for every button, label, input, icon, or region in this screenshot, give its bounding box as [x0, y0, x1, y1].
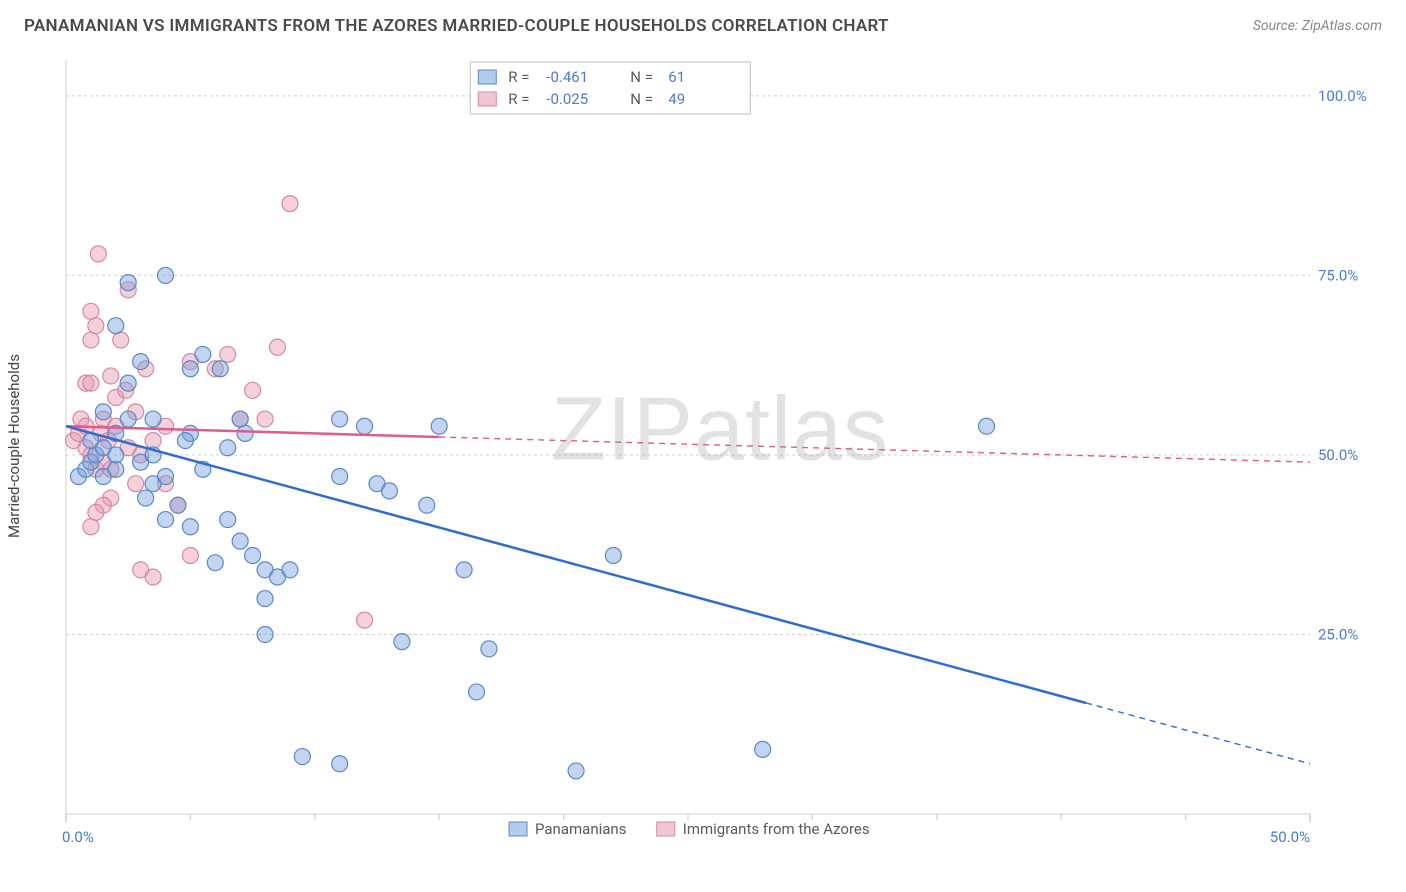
series-b-point: [128, 476, 144, 492]
series-a-point: [120, 275, 136, 291]
chart-title: PANAMANIAN VS IMMIGRANTS FROM THE AZORES…: [24, 16, 889, 36]
series-a-point: [95, 404, 111, 420]
legend-n-label: N =: [630, 90, 653, 108]
series-a-point: [237, 425, 253, 441]
legend-r-label: R =: [508, 68, 529, 86]
legend-bottom-swatch: [509, 822, 527, 836]
legend-r-value: -0.461: [546, 68, 588, 86]
series-b-point: [357, 612, 373, 628]
legend-bottom-swatch: [657, 822, 675, 836]
series-a-point: [120, 411, 136, 427]
series-b-point: [220, 346, 236, 362]
series-a-point: [195, 346, 211, 362]
series-a-point: [133, 354, 149, 370]
series-a-point: [220, 512, 236, 528]
series-a-point: [108, 461, 124, 477]
chart-svg: 25.0% 50.0% 75.0% 100.0% 0.0% 50.0% R = -0.461…: [60, 56, 1380, 856]
series-a-point: [158, 512, 174, 528]
x-tick-label: 0.0%: [62, 828, 94, 846]
series-a-point: [138, 490, 154, 506]
series-b-point: [145, 433, 161, 449]
series-b-point: [88, 504, 104, 520]
y-tick-label: 75.0%: [1318, 266, 1358, 284]
series-b-point: [145, 569, 161, 585]
series-a-point: [294, 749, 310, 765]
series-b-point: [282, 196, 298, 212]
series-a-point: [332, 411, 348, 427]
series-a-point: [568, 763, 584, 779]
series-b-point: [83, 375, 99, 391]
series-b-trend-dashed: [439, 437, 1310, 462]
series-a-point: [207, 555, 223, 571]
series-a-point: [257, 591, 273, 607]
title-row: PANAMANIAN VS IMMIGRANTS FROM THE AZORES…: [0, 0, 1406, 44]
chart-container: PANAMANIAN VS IMMIGRANTS FROM THE AZORES…: [0, 0, 1406, 892]
series-b-point: [257, 411, 273, 427]
series-a-point: [332, 756, 348, 772]
series-b-point: [83, 332, 99, 348]
y-tick-label: 100.0%: [1318, 87, 1367, 105]
series-b-point: [113, 332, 129, 348]
series-a-point: [481, 641, 497, 657]
series-b-point: [83, 519, 99, 535]
series-a-point: [605, 547, 621, 563]
series-a-point: [456, 562, 472, 578]
series-b-point: [103, 368, 119, 384]
plot-area: ZIPatlas 25.0%50.0%75.0%100.0%0.0%50.0%R…: [60, 56, 1380, 836]
series-a-point: [332, 468, 348, 484]
series-a-point: [108, 447, 124, 463]
legend-r-label: R =: [508, 90, 529, 108]
series-a-point: [245, 547, 261, 563]
y-axis-label: Married-couple Households: [5, 354, 23, 538]
legend-bottom-label: Immigrants from the Azores: [683, 820, 870, 838]
series-a-point: [419, 497, 435, 513]
series-a-point: [232, 411, 248, 427]
series-a-point: [170, 497, 186, 513]
series-a-point: [158, 267, 174, 283]
series-b-point: [269, 339, 285, 355]
series-a-point: [357, 418, 373, 434]
y-tick-label: 25.0%: [1318, 625, 1358, 643]
series-a-trend-dashed: [1086, 703, 1310, 764]
series-a-point: [120, 375, 136, 391]
legend-n-label: N =: [630, 68, 653, 86]
legend-top-swatch: [478, 92, 496, 106]
x-tick-label: 50.0%: [1270, 828, 1310, 846]
series-a-point: [257, 626, 273, 642]
legend-bottom-label: Panamanians: [535, 820, 626, 838]
legend-n-value: 61: [668, 68, 685, 86]
series-a-point: [469, 684, 485, 700]
series-a-point: [282, 562, 298, 578]
series-a-point: [177, 433, 193, 449]
series-a-point: [108, 318, 124, 334]
series-a-point: [979, 418, 995, 434]
series-a-point: [182, 519, 198, 535]
series-a-point: [220, 440, 236, 456]
series-a-point: [394, 634, 410, 650]
y-tick-label: 50.0%: [1318, 446, 1358, 464]
legend-r-value: -0.025: [546, 90, 588, 108]
series-a-point: [182, 361, 198, 377]
series-a-point: [232, 533, 248, 549]
series-a-point: [158, 468, 174, 484]
series-b-point: [182, 547, 198, 563]
series-b-point: [88, 318, 104, 334]
series-a-point: [145, 411, 161, 427]
legend-n-value: 49: [668, 90, 685, 108]
series-a-point: [381, 483, 397, 499]
series-a-point: [431, 418, 447, 434]
legend-top-swatch: [478, 70, 496, 84]
series-b-point: [83, 303, 99, 319]
series-b-point: [245, 382, 261, 398]
series-a-point: [212, 361, 228, 377]
series-a-point: [755, 741, 771, 757]
chart-source: Source: ZipAtlas.com: [1253, 18, 1382, 34]
series-b-point: [90, 246, 106, 262]
